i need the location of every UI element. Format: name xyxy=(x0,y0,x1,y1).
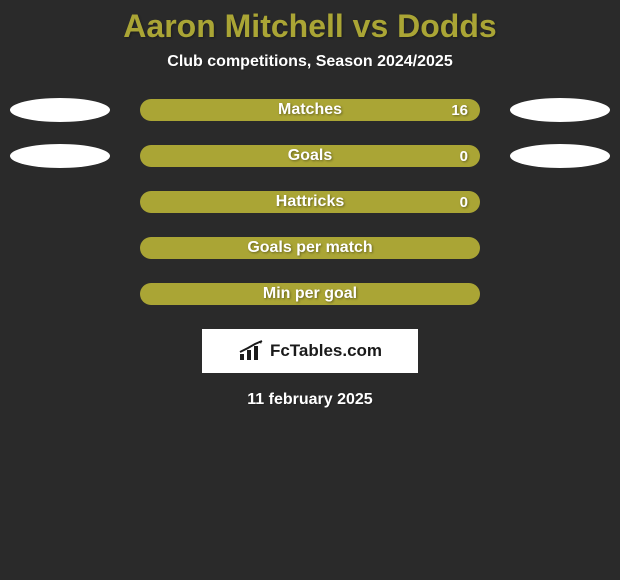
stat-bar: Goals 0 xyxy=(140,145,480,167)
stat-row: Hattricks 0 xyxy=(0,191,620,213)
stat-bar: Min per goal xyxy=(140,283,480,305)
infographic-container: Aaron Mitchell vs Dodds Club competition… xyxy=(0,0,620,580)
stat-label: Min per goal xyxy=(263,285,357,303)
date-text: 11 february 2025 xyxy=(0,391,620,409)
stat-value: 0 xyxy=(460,194,468,211)
chart-icon xyxy=(238,340,266,362)
stat-label: Goals xyxy=(288,147,332,165)
stat-bar: Goals per match xyxy=(140,237,480,259)
stat-label: Matches xyxy=(278,101,342,119)
stats-area: Matches 16 Goals 0 Hattricks 0 Goals per match… xyxy=(0,99,620,305)
stat-label: Hattricks xyxy=(276,193,344,211)
page-title: Aaron Mitchell vs Dodds xyxy=(0,8,620,45)
player-avatar-right xyxy=(510,98,610,122)
stat-row: Matches 16 xyxy=(0,99,620,121)
player-avatar-left xyxy=(10,98,110,122)
stat-value: 0 xyxy=(460,148,468,165)
stat-value: 16 xyxy=(451,102,468,119)
logo-text: FcTables.com xyxy=(270,341,382,361)
stat-label: Goals per match xyxy=(247,239,372,257)
stat-row: Goals 0 xyxy=(0,145,620,167)
logo-box: FcTables.com xyxy=(202,329,418,373)
stat-bar: Matches 16 xyxy=(140,99,480,121)
player-avatar-left xyxy=(10,144,110,168)
subtitle: Club competitions, Season 2024/2025 xyxy=(0,53,620,71)
stat-row: Goals per match xyxy=(0,237,620,259)
fctables-logo: FcTables.com xyxy=(238,340,382,362)
stat-row: Min per goal xyxy=(0,283,620,305)
stat-bar: Hattricks 0 xyxy=(140,191,480,213)
player-avatar-right xyxy=(510,144,610,168)
